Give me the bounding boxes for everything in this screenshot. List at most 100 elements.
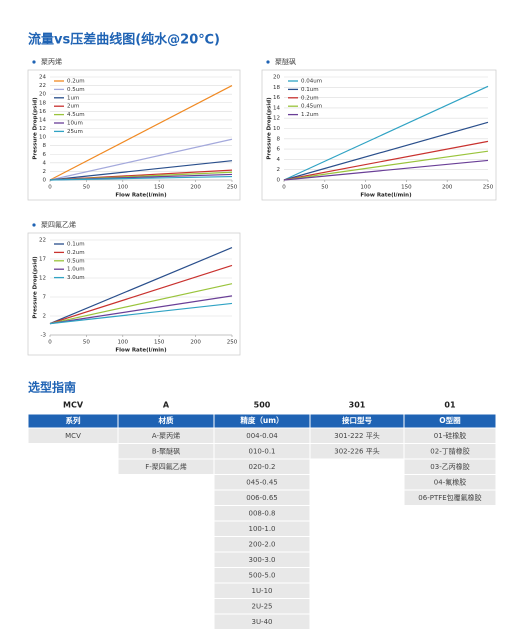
- model-code: 01: [444, 401, 456, 410]
- x-tick-label: 50: [83, 340, 90, 346]
- cell-text: 03-乙丙橡胶: [430, 462, 469, 471]
- header-label: 材质: [159, 415, 174, 425]
- series-line: [49, 264, 233, 325]
- x-axis-label: Flow Rate(l/min): [115, 348, 167, 354]
- cell-text: 004-0.04: [246, 432, 278, 440]
- legend-label: 0.1um: [67, 242, 85, 248]
- page-title: 流量vs压差曲线图(纯水@20℃): [28, 32, 220, 48]
- y-tick-label: 22: [39, 83, 46, 89]
- legend-label: 10um: [67, 121, 83, 127]
- y-tick-label: 4: [43, 160, 47, 166]
- series-line: [49, 175, 233, 181]
- x-tick-label: 250: [227, 340, 238, 346]
- x-tick-label: 0: [48, 185, 52, 191]
- series-line: [283, 121, 489, 181]
- y-tick-label: -3: [41, 333, 47, 339]
- header-label: O型圈: [439, 415, 461, 425]
- series-line: [283, 140, 489, 181]
- x-tick-label: 150: [154, 340, 165, 346]
- y-tick-label: 8: [43, 143, 47, 149]
- table-cell: [403, 489, 497, 506]
- model-code: A: [163, 401, 170, 410]
- cell-text: 301-222 平头: [334, 431, 379, 440]
- legend-label: 1um: [67, 95, 79, 101]
- y-tick-label: 12: [39, 126, 46, 132]
- y-tick-label: 18: [39, 100, 46, 106]
- x-tick-label: 50: [321, 185, 328, 191]
- series-line: [49, 138, 233, 181]
- y-tick-label: 2: [43, 314, 47, 320]
- x-tick-label: 150: [154, 185, 165, 191]
- x-tick-label: 100: [360, 185, 371, 191]
- cell-text: 045-0.45: [246, 478, 277, 486]
- y-tick-label: 7: [43, 295, 47, 301]
- legend-label: 0.5um: [67, 258, 85, 264]
- guide-title: 选型指南: [28, 380, 76, 395]
- y-tick-label: 4: [277, 157, 281, 163]
- x-axis-label: Flow Rate(l/min): [115, 193, 167, 199]
- legend-label: 25um: [67, 129, 83, 135]
- series-line: [49, 85, 233, 181]
- cell-text: B-聚醚砜: [152, 446, 180, 455]
- cell-text: 02-丁腈橡胶: [430, 446, 469, 455]
- y-tick-label: 14: [39, 117, 46, 123]
- series-line: [283, 150, 489, 181]
- chart-title: 聚四氟乙烯: [41, 220, 76, 229]
- legend-label: 1.2um: [301, 112, 319, 118]
- legend-label: 0.45um: [301, 104, 322, 110]
- x-tick-label: 150: [401, 185, 412, 191]
- x-tick-label: 200: [190, 185, 201, 191]
- series-line: [283, 159, 489, 181]
- bullet: [32, 223, 36, 227]
- y-tick-label: 16: [273, 95, 280, 101]
- y-tick-label: 24: [39, 75, 46, 81]
- x-tick-label: 50: [83, 185, 90, 191]
- x-tick-label: 100: [118, 185, 129, 191]
- model-code: 301: [349, 401, 366, 410]
- x-axis-label: Flow Rate(l/min): [360, 193, 412, 199]
- y-axis-label: Pressure Drop(psid): [33, 97, 39, 160]
- header-label: 精度（um）: [240, 415, 283, 425]
- model-code: MCV: [63, 401, 84, 410]
- cell-text: 500-5.0: [248, 571, 275, 579]
- y-tick-label: 10: [273, 126, 280, 132]
- y-tick-label: 20: [39, 92, 46, 98]
- cell-text: 300-3.0: [248, 556, 275, 564]
- cell-text: F-聚四氟乙烯: [145, 462, 187, 471]
- cell-text: 04-氟橡胶: [434, 477, 466, 486]
- legend-label: 0.2um: [301, 95, 319, 101]
- legend-label: 0.2um: [67, 79, 85, 85]
- cell-text: 100-1.0: [248, 525, 275, 533]
- cell-text: 01-硅橡胶: [434, 431, 466, 440]
- y-axis-label: Pressure Drop(psid): [33, 256, 39, 319]
- x-tick-label: 100: [118, 340, 129, 346]
- series-line: [49, 302, 233, 325]
- chart-title: 聚丙烯: [41, 57, 62, 66]
- y-tick-label: 12: [273, 116, 280, 122]
- y-tick-label: 2: [43, 169, 47, 175]
- y-tick-label: 6: [43, 152, 47, 158]
- cell-text: A-聚丙烯: [152, 431, 180, 440]
- series-line: [49, 247, 233, 325]
- series-line: [49, 160, 233, 181]
- legend-label: 1.0um: [67, 267, 85, 273]
- y-tick-label: 10: [39, 135, 46, 141]
- x-tick-label: 250: [483, 185, 494, 191]
- chart-frame: [27, 232, 241, 356]
- cell-text: 06-PTFE包覆氟橡胶: [418, 493, 481, 502]
- cell-text: 2U-25: [251, 602, 272, 610]
- legend-label: 2um: [67, 104, 79, 110]
- cell-text: 020-0.2: [248, 463, 275, 471]
- cell-text: MCV: [65, 432, 81, 440]
- y-tick-label: 0: [43, 178, 47, 184]
- legend-label: 0.1um: [301, 87, 319, 93]
- y-tick-label: 16: [39, 109, 46, 115]
- cell-text: 200-2.0: [248, 540, 275, 548]
- legend-label: 0.04um: [301, 79, 322, 85]
- y-tick-label: 18: [273, 85, 280, 91]
- x-tick-label: 200: [190, 340, 201, 346]
- header-label: 接口型号: [342, 415, 372, 425]
- series-line: [283, 85, 489, 181]
- x-tick-label: 200: [442, 185, 453, 191]
